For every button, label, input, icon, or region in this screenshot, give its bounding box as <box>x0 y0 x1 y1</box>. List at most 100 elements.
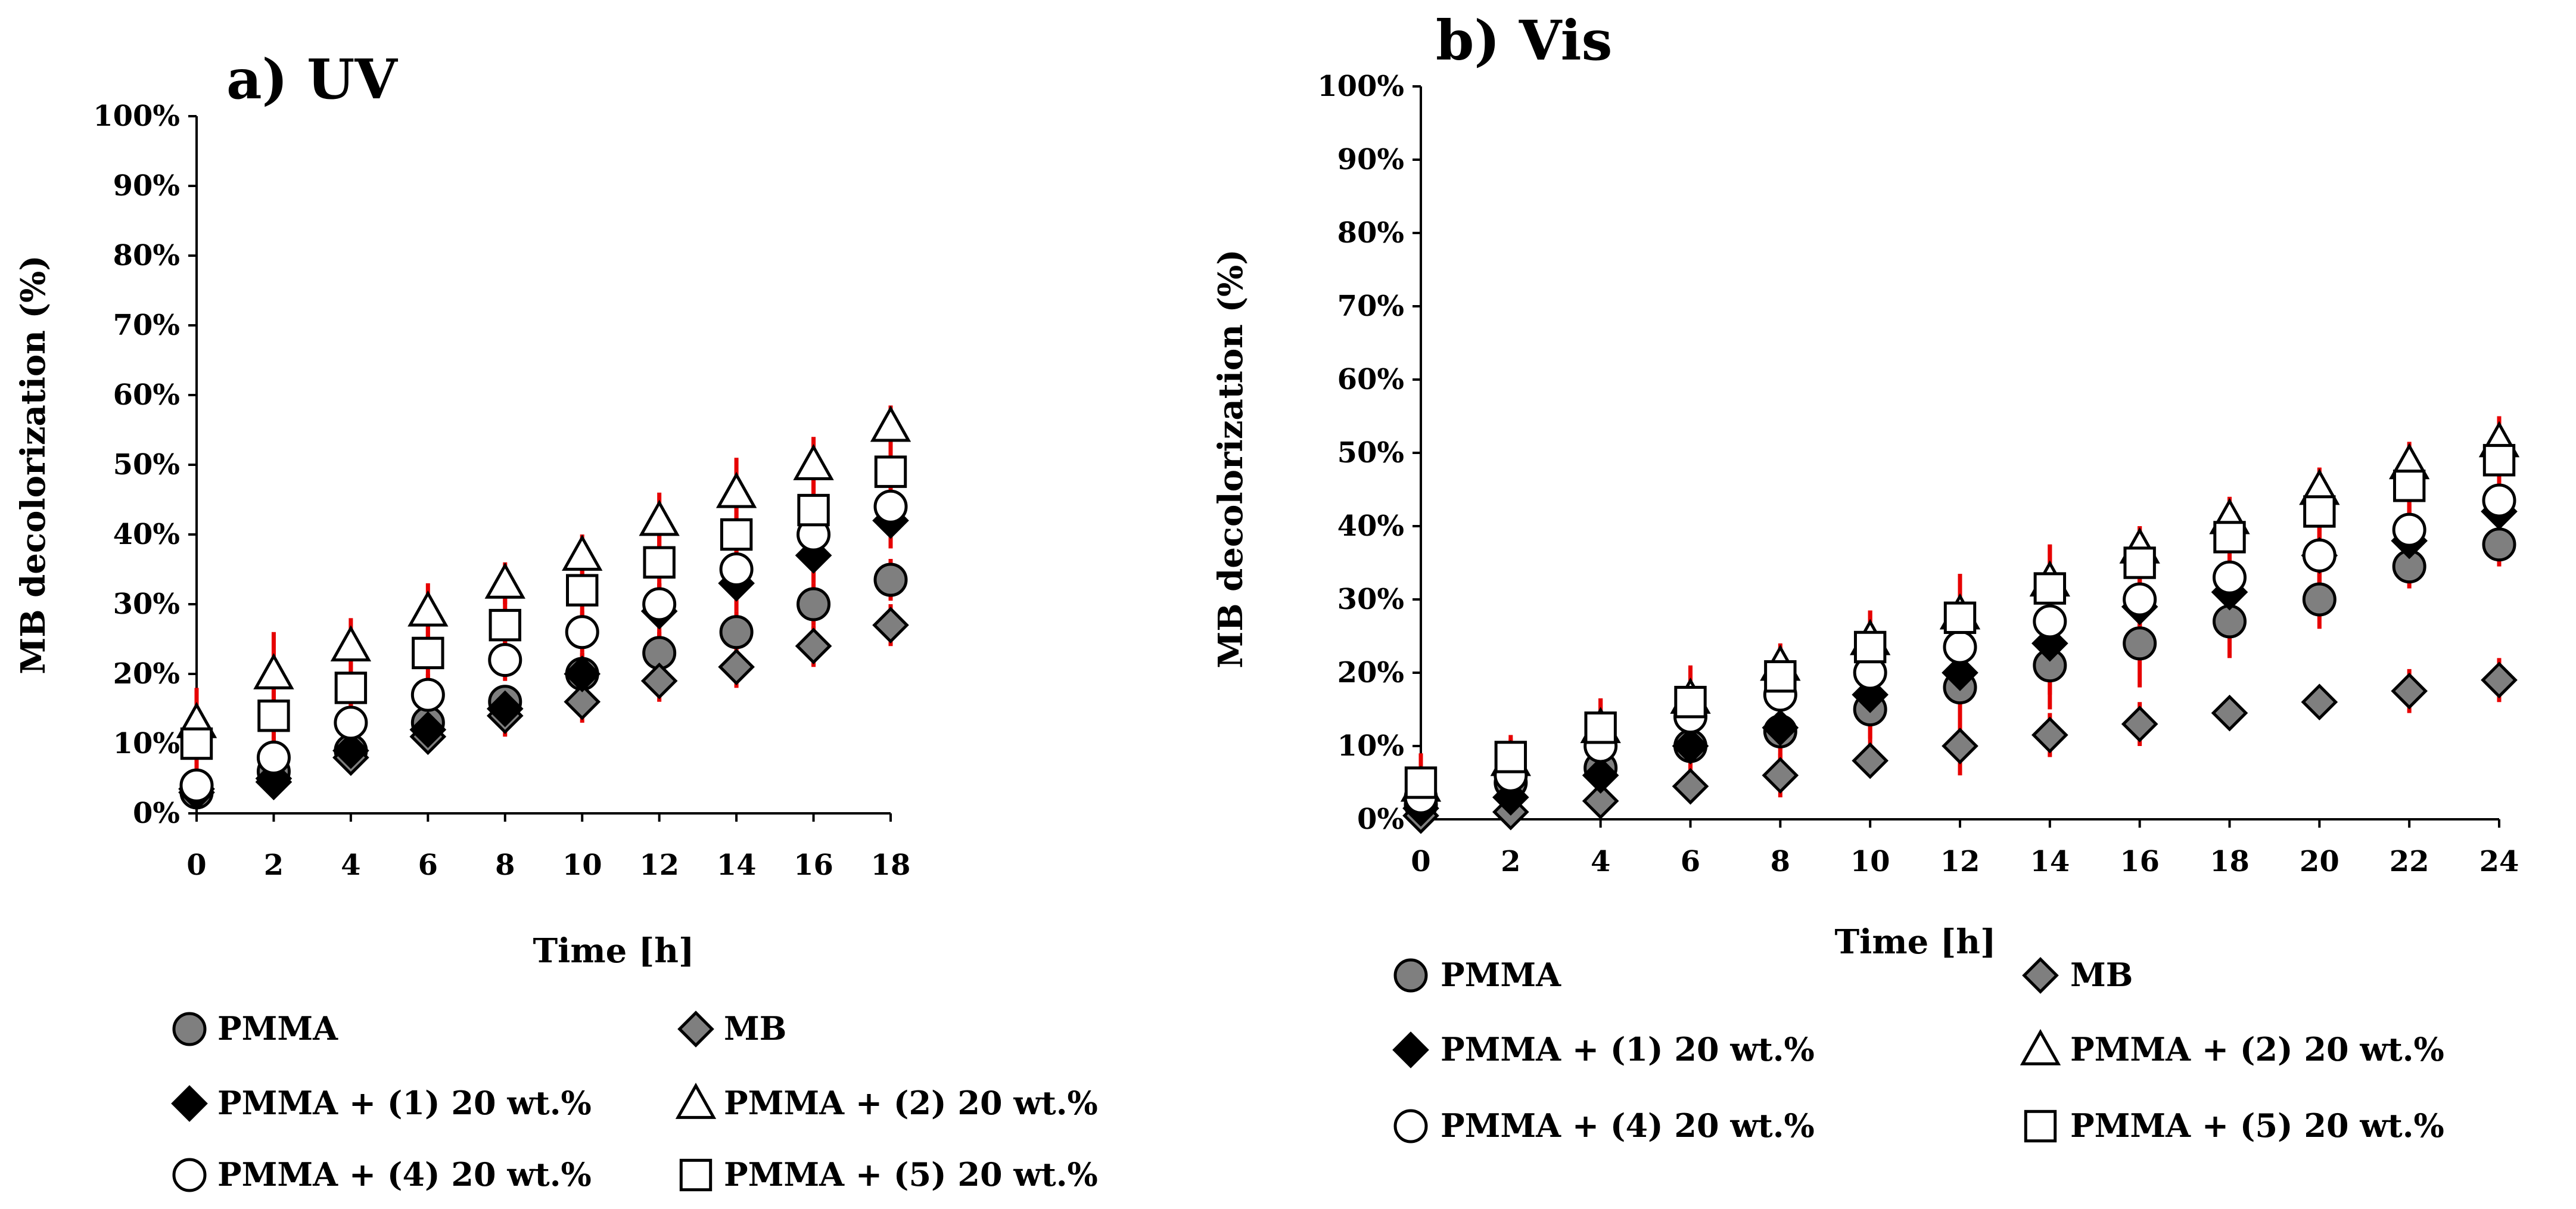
data-point <box>412 636 444 670</box>
legend-label: MB <box>2070 956 2133 994</box>
x-tick-label: 0 <box>186 849 206 882</box>
legend-label: PMMA <box>217 1009 338 1048</box>
data-point <box>1672 728 1709 764</box>
y-tick-label: 70% <box>1337 290 1404 323</box>
legend-label: PMMA + (4) 20 wt.% <box>217 1155 592 1194</box>
series-5 <box>1404 444 2516 799</box>
data-point <box>486 690 524 728</box>
y-tick-label: 80% <box>113 239 180 272</box>
y-tick-label: 0% <box>1357 803 1404 836</box>
legend: PMMA MB PMMA + (1) 20 wt.% PMMA + (2) 20 wt… <box>1392 956 2444 1145</box>
legend-item: PMMA + (4) 20 wt.% <box>1393 1107 1815 1145</box>
x-tick-label: 0 <box>1411 845 1430 878</box>
data-point <box>488 643 522 677</box>
data-point <box>256 740 291 775</box>
legend-item: PMMA + (1) 20 wt.% <box>1392 1030 1815 1068</box>
y-tick-label: 80% <box>1337 216 1404 250</box>
y-tick-label: 30% <box>113 588 180 621</box>
y-tick-label: 0% <box>133 797 180 830</box>
y-tick-label: 20% <box>1337 656 1404 689</box>
data-point <box>873 489 908 524</box>
y-tick-label: 10% <box>1337 729 1404 763</box>
legend-label: MB <box>724 1009 786 1048</box>
x-tick-label: 22 <box>2390 845 2429 878</box>
data-point <box>640 662 678 700</box>
data-point <box>2481 661 2518 699</box>
chart-panel-a: a) UV 0% 10% 20% 30% 40% 50% 60% 70% 80% 90% 100% 0 2… <box>14 47 1098 1194</box>
data-point <box>410 677 445 712</box>
legend-marker <box>1392 1031 1429 1068</box>
legend-label: PMMA + (5) 20 wt.% <box>724 1155 1098 1194</box>
data-point <box>253 652 294 689</box>
x-tick-label: 2 <box>264 849 284 882</box>
y-tick-label: 10% <box>113 727 180 760</box>
data-point <box>1943 630 1977 664</box>
data-point <box>330 625 372 662</box>
data-point <box>1762 757 1799 794</box>
series-5 <box>180 455 907 760</box>
x-tick-label: 24 <box>2479 845 2519 878</box>
data-point <box>2033 604 2067 639</box>
chart-title: b) Vis <box>1436 8 1612 73</box>
data-point <box>1942 654 1978 691</box>
y-tick-label: 100% <box>1317 70 1404 103</box>
data-point <box>2482 483 2516 518</box>
data-point <box>2482 527 2516 562</box>
data-point <box>484 562 525 599</box>
legend-item: PMMA + (4) 20 wt.% <box>172 1155 592 1194</box>
legend-marker <box>677 1011 714 1048</box>
legend-marker <box>172 1158 207 1192</box>
data-point <box>1762 709 1799 747</box>
x-tick-label: 10 <box>1850 845 1890 878</box>
x-tick-label: 16 <box>794 849 833 882</box>
y-tick-label: 60% <box>113 378 180 412</box>
data-point <box>564 655 601 692</box>
data-point <box>1853 630 1887 664</box>
x-axis-label: Time [h] <box>533 931 694 971</box>
x-tick-label: 4 <box>1591 845 1610 878</box>
legend-marker <box>1393 1109 1428 1143</box>
x-tick-label: 18 <box>2210 845 2250 878</box>
data-point <box>2033 572 2067 605</box>
legend-marker <box>2024 1109 2057 1143</box>
error-bars <box>194 405 893 807</box>
data-point <box>2393 470 2426 502</box>
data-point <box>2123 582 2157 617</box>
x-tick-label: 8 <box>1771 845 1790 878</box>
y-tick-label: 90% <box>1337 143 1404 176</box>
x-tick-label: 18 <box>871 849 911 882</box>
data-point <box>489 608 521 642</box>
data-point <box>797 493 830 527</box>
x-tick-label: 14 <box>2030 845 2070 878</box>
x-tick-label: 12 <box>639 849 679 882</box>
data-point <box>332 732 369 769</box>
data-point <box>719 615 754 649</box>
x-tick-label: 14 <box>717 849 757 882</box>
data-point <box>180 727 213 760</box>
y-tick-label: 90% <box>113 169 180 203</box>
data-point <box>334 705 368 740</box>
legend-label: PMMA + (5) 20 wt.% <box>2070 1107 2444 1145</box>
data-point <box>255 763 293 801</box>
data-point <box>643 546 676 579</box>
legend-label: PMMA + (1) 20 wt.% <box>217 1084 592 1122</box>
data-point <box>718 648 755 686</box>
legend-item: MB <box>677 1009 786 1048</box>
data-point <box>795 627 832 665</box>
x-axis-label: Time [h] <box>1834 922 1996 962</box>
y-tick-label: 60% <box>1337 363 1404 396</box>
data-point <box>874 455 907 488</box>
legend-item: PMMA <box>172 1009 338 1048</box>
data-point <box>1584 711 1617 744</box>
series-4 <box>179 489 908 803</box>
data-point <box>2391 672 2428 710</box>
legend: PMMA MB PMMA + (1) 20 wt.% PMMA + (2) 20 wt… <box>171 1009 1098 1194</box>
data-point <box>179 768 214 803</box>
y-tick-label: 50% <box>113 448 180 481</box>
y-tick-label: 20% <box>113 657 180 691</box>
data-point <box>1582 757 1619 794</box>
legend-marker <box>1393 958 1428 993</box>
y-tick-label: 40% <box>113 518 180 551</box>
chart-panel-b: b) Vis 0% 10% 20% 30% 40% 50% 60% 70% 80% 90% 100% 0… <box>1211 8 2520 1145</box>
